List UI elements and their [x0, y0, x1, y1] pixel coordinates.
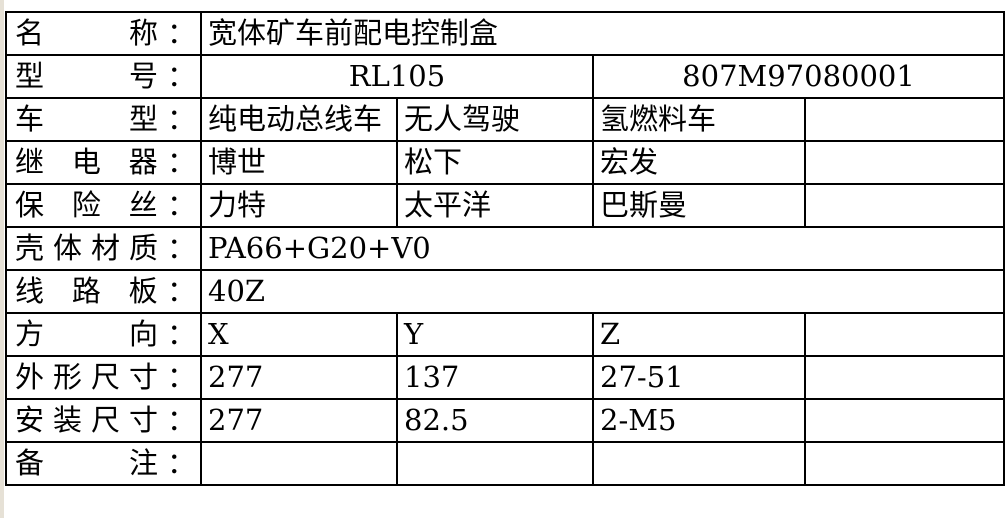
table-cell[interactable]: 博世 [200, 140, 398, 185]
row-label: 壳体材质： [5, 226, 202, 271]
row-label: 外形尺寸： [5, 355, 202, 400]
table-cell[interactable] [803, 398, 1006, 443]
table-cell[interactable] [803, 355, 1006, 400]
table-cell[interactable]: 巴斯曼 [592, 183, 806, 228]
row-label: 名 称： [5, 11, 202, 56]
table-cell[interactable]: 40Z [199, 269, 1006, 314]
table-cell[interactable]: 松下 [396, 140, 594, 185]
row-label: 继 电 器： [5, 140, 202, 185]
table-cell[interactable]: 807M97080001 [591, 54, 1006, 99]
table-row: 继 电 器： 博世 松下 宏发 [5, 140, 1006, 185]
sheet-margin [0, 0, 4, 518]
row-label: 保 险 丝： [5, 183, 202, 228]
table-cell[interactable]: RL105 [200, 54, 594, 99]
table-cell[interactable]: 82.5 [396, 398, 594, 443]
table-row: 壳体材质： PA66+G20+V0 [5, 226, 1006, 271]
table-cell[interactable]: 无人驾驶 [396, 97, 594, 142]
table-cell[interactable] [803, 183, 1006, 228]
table-cell[interactable]: 277 [200, 355, 398, 400]
table-cell[interactable]: PA66+G20+V0 [199, 226, 1006, 271]
table-cell[interactable]: 力特 [200, 183, 398, 228]
table-cell[interactable] [592, 441, 806, 486]
row-label: 备 注： [5, 441, 202, 486]
table-cell[interactable] [200, 441, 398, 486]
row-label: 型 号： [5, 54, 202, 99]
table-cell[interactable]: 宏发 [592, 140, 806, 185]
table-row: 型 号： RL105 807M97080001 [5, 54, 1006, 99]
table-cell[interactable]: 氢燃料车 [592, 97, 806, 142]
table-cell[interactable]: 27-51 [592, 355, 806, 400]
spec-table: 名 称： 宽体矿车前配电控制盒型 号： RL105 807M97080001 车 型：纯… [5, 11, 1006, 486]
table-cell[interactable]: 宽体矿车前配电控制盒 [199, 11, 1006, 56]
table-cell[interactable] [803, 140, 1006, 185]
table-row: 线 路 板： 40Z [5, 269, 1006, 314]
row-label: 方 向： [5, 312, 202, 357]
table-cell[interactable]: Y [396, 312, 594, 357]
table-cell[interactable]: 纯电动总线车 [200, 97, 398, 142]
table-row: 方 向： X Y Z [5, 312, 1006, 357]
table-cell[interactable]: Z [592, 312, 806, 357]
table-row: 车 型： 纯电动总线车 无人驾驶 氢燃料车 [5, 97, 1006, 142]
table-cell[interactable] [803, 441, 1006, 486]
row-label: 车 型： [5, 97, 202, 142]
table-cell[interactable]: X [200, 312, 398, 357]
table-cell[interactable]: 2-M5 [592, 398, 806, 443]
table-row: 名 称： 宽体矿车前配电控制盒 [5, 11, 1006, 56]
table-cell[interactable]: 137 [396, 355, 594, 400]
table-row: 保 险 丝： 力特 太平洋 巴斯曼 [5, 183, 1006, 228]
table-cell[interactable]: 太平洋 [396, 183, 594, 228]
table-row: 安装尺寸： 277 82.5 2-M5 [5, 398, 1006, 443]
table-cell[interactable] [396, 441, 594, 486]
table-cell[interactable] [803, 97, 1006, 142]
row-label: 安装尺寸： [5, 398, 202, 443]
table-row: 外形尺寸： 277 137 27-51 [5, 355, 1006, 400]
row-label: 线 路 板： [5, 269, 202, 314]
table-cell[interactable] [803, 312, 1006, 357]
table-row: 备 注： [5, 441, 1006, 486]
table-cell[interactable]: 277 [200, 398, 398, 443]
